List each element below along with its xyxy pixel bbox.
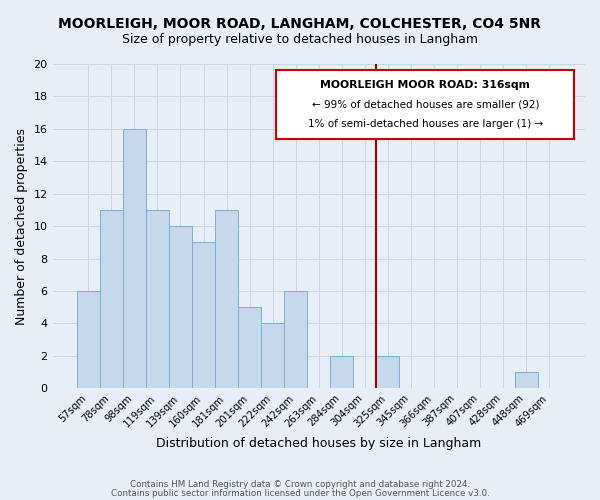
- Bar: [192, 242, 215, 388]
- Bar: [100, 210, 123, 388]
- Bar: [330, 356, 353, 388]
- Bar: [261, 324, 284, 388]
- Text: ← 99% of detached houses are smaller (92): ← 99% of detached houses are smaller (92…: [311, 100, 539, 110]
- Bar: [376, 356, 400, 388]
- X-axis label: Distribution of detached houses by size in Langham: Distribution of detached houses by size …: [156, 437, 481, 450]
- Y-axis label: Number of detached properties: Number of detached properties: [15, 128, 28, 324]
- Bar: [77, 291, 100, 388]
- Bar: [123, 129, 146, 388]
- Text: 1% of semi-detached houses are larger (1) →: 1% of semi-detached houses are larger (1…: [308, 119, 543, 129]
- Bar: [215, 210, 238, 388]
- FancyBboxPatch shape: [276, 70, 574, 138]
- Bar: [238, 307, 261, 388]
- Text: Contains HM Land Registry data © Crown copyright and database right 2024.: Contains HM Land Registry data © Crown c…: [130, 480, 470, 489]
- Text: MOORLEIGH, MOOR ROAD, LANGHAM, COLCHESTER, CO4 5NR: MOORLEIGH, MOOR ROAD, LANGHAM, COLCHESTE…: [59, 18, 542, 32]
- Bar: [146, 210, 169, 388]
- Text: Size of property relative to detached houses in Langham: Size of property relative to detached ho…: [122, 32, 478, 46]
- Bar: [169, 226, 192, 388]
- Bar: [284, 291, 307, 388]
- Text: MOORLEIGH MOOR ROAD: 316sqm: MOORLEIGH MOOR ROAD: 316sqm: [320, 80, 530, 90]
- Bar: [515, 372, 538, 388]
- Text: Contains public sector information licensed under the Open Government Licence v3: Contains public sector information licen…: [110, 488, 490, 498]
